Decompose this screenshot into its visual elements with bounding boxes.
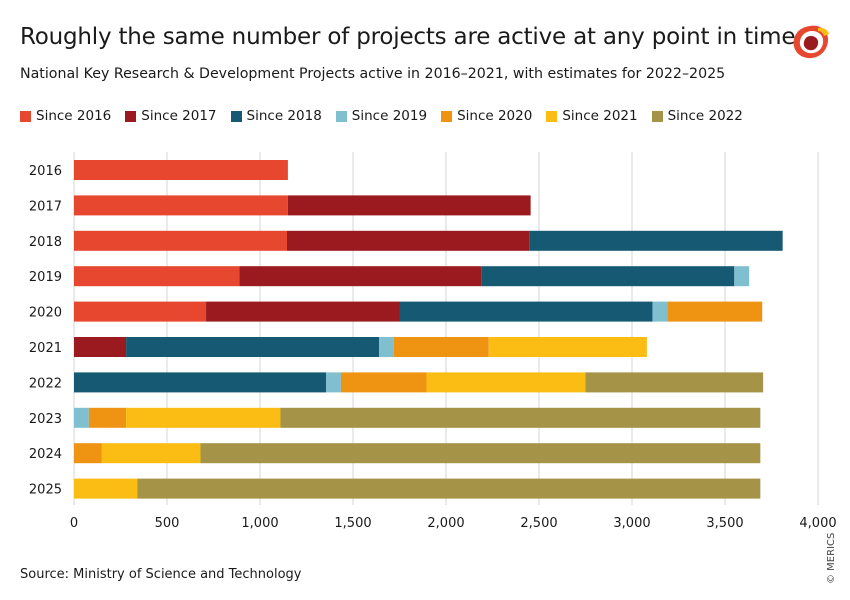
x-tick-label: 2,000 <box>427 516 464 531</box>
bar-segment <box>326 372 341 393</box>
bar-segment <box>74 372 327 393</box>
legend-swatch <box>651 110 663 122</box>
x-tick-label: 3,500 <box>706 516 743 531</box>
source-note: Source: Ministry of Science and Technolo… <box>20 567 302 582</box>
bar-segment <box>74 230 287 251</box>
bar-segment <box>137 478 761 499</box>
legend-item-since-2022: Since 2022 <box>651 108 743 124</box>
y-category-label: 2025 <box>29 483 62 498</box>
y-category-label: 2017 <box>29 199 62 214</box>
bar-segment <box>74 337 127 357</box>
legend-item-since-2017: Since 2017 <box>125 108 217 124</box>
bar-segment <box>488 337 647 357</box>
chart-title: Roughly the same number of projects are … <box>20 24 796 50</box>
legend-item-since-2016: Since 2016 <box>20 108 111 124</box>
bar-segment <box>126 407 281 428</box>
bar-segment <box>74 266 240 287</box>
y-category-label: 2016 <box>29 164 62 179</box>
bar-segment <box>206 301 400 322</box>
legend-label: Since 2021 <box>562 108 638 124</box>
x-tick-label: 4,000 <box>799 516 836 531</box>
x-tick-label: 1,500 <box>334 516 371 531</box>
bar-segment <box>287 195 531 216</box>
bar-segment <box>101 443 201 464</box>
bar-segment <box>393 337 489 357</box>
y-category-label: 2021 <box>29 341 62 356</box>
bar-segment <box>239 266 482 287</box>
legend-swatch <box>20 110 31 122</box>
merics-logo-icon <box>793 25 829 59</box>
bar-segment <box>126 337 380 357</box>
bar-segment <box>652 301 668 322</box>
bar-segment <box>280 407 761 428</box>
y-category-label: 2018 <box>29 235 62 250</box>
legend-swatch <box>335 110 347 122</box>
bar-segment <box>74 160 288 180</box>
chart-subtitle: National Key Research & Development Proj… <box>20 66 726 82</box>
legend-swatch <box>441 110 453 122</box>
bar-segment <box>286 230 530 251</box>
x-tick-label: 1,000 <box>241 516 278 531</box>
legend-label: Since 2016 <box>36 108 112 124</box>
legend-item-since-2018: Since 2018 <box>230 108 322 124</box>
legend-swatch <box>125 110 137 122</box>
legend-label: Since 2022 <box>667 108 743 124</box>
y-category-label: 2023 <box>29 412 62 427</box>
bar-segment <box>399 301 653 322</box>
y-category-label: 2022 <box>29 376 62 391</box>
bar-segment <box>74 195 288 216</box>
bar-segment <box>734 266 750 287</box>
legend-label: Since 2017 <box>141 108 217 124</box>
x-tick-label: 2,500 <box>520 516 557 531</box>
copyright-credit: © MERICS <box>826 532 837 584</box>
stacked-bar-chart: 0 500 1,000 1,500 2,000 2,500 3,000 3,500 4,000 2… <box>29 152 837 531</box>
legend-label: Since 2019 <box>351 108 428 124</box>
chart-legend: Since 2016 Since 2017 Since 2018 Since 2… <box>20 108 757 124</box>
bar-segment <box>481 266 735 287</box>
bar-segment <box>74 478 138 499</box>
x-tick-label: 500 <box>155 516 180 531</box>
bar-segment <box>667 301 763 322</box>
y-category-label: 2020 <box>29 306 62 321</box>
bar-segment <box>200 443 761 464</box>
bar-segment <box>426 372 586 393</box>
legend-label: Since 2020 <box>457 108 533 124</box>
legend-item-since-2019: Since 2019 <box>335 108 428 124</box>
bar-segment <box>74 407 89 428</box>
bar-segment <box>88 407 127 428</box>
x-tick-label: 0 <box>70 516 78 531</box>
legend-item-since-2021: Since 2021 <box>546 108 638 124</box>
bar-segment <box>74 301 207 322</box>
bar-segment <box>585 372 764 393</box>
legend-label: Since 2018 <box>246 108 322 124</box>
legend-item-since-2020: Since 2020 <box>441 108 532 124</box>
bar-segment <box>340 372 427 393</box>
bar-segment <box>379 337 394 357</box>
y-category-label: 2024 <box>29 447 62 462</box>
legend-swatch <box>230 110 242 122</box>
legend-swatch <box>546 110 558 122</box>
x-tick-label: 3,000 <box>613 516 650 531</box>
bar-segment <box>74 443 102 464</box>
y-category-label: 2019 <box>29 270 62 285</box>
bar-segment <box>529 230 783 251</box>
